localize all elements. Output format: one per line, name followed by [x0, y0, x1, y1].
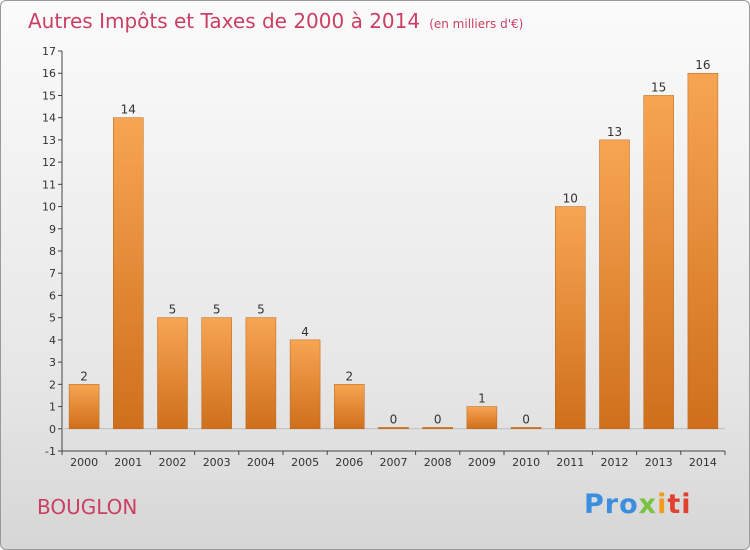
y-tick-label: 6	[49, 289, 56, 302]
data-label-2005: 4	[301, 325, 309, 339]
y-tick-label: 12	[42, 156, 56, 169]
city-name: BOUGLON	[37, 495, 138, 519]
logo-part-1: Pro	[584, 489, 639, 520]
y-tick-label: -1	[45, 445, 56, 458]
data-label-2010: 0	[522, 412, 530, 426]
x-tick-label: 2007	[380, 456, 408, 469]
x-tick-label: 2013	[645, 456, 673, 469]
bar-2014	[687, 72, 719, 430]
y-tick-label: 10	[42, 201, 56, 214]
y-tick-label: 2	[49, 378, 56, 391]
chart-title-text: Autres Impôts et Taxes de 2000 à 2014	[28, 9, 421, 33]
y-tick-label: 4	[49, 334, 56, 347]
bars	[68, 72, 719, 430]
y-tick-label: 7	[49, 267, 56, 280]
data-label-2009: 1	[478, 392, 486, 406]
bar-2001	[113, 117, 144, 430]
proxiti-logo: Proxiti	[584, 489, 692, 520]
chart-title: Autres Impôts et Taxes de 2000 à 2014 (e…	[28, 9, 523, 33]
bar-2012	[599, 139, 630, 430]
data-label-2001: 14	[121, 103, 136, 117]
data-label-2013: 15	[651, 80, 666, 94]
x-tick-label: 2004	[247, 456, 275, 469]
y-tick-label: 0	[49, 423, 56, 436]
x-tick-label: 2011	[556, 456, 584, 469]
x-tick-label: 2010	[512, 456, 540, 469]
bar-2013	[643, 95, 674, 430]
x-tick-label: 2003	[203, 456, 231, 469]
y-tick-label: 5	[49, 312, 56, 325]
data-label-2008: 0	[434, 412, 442, 426]
data-label-2014: 16	[695, 58, 710, 72]
bar-2006	[334, 384, 365, 430]
x-tick-label: 2006	[335, 456, 363, 469]
x-tick-label: 2008	[424, 456, 452, 469]
y-tick-label: 16	[42, 67, 56, 80]
y-tick-label: 9	[49, 223, 56, 236]
y-tick-label: 14	[42, 112, 56, 125]
y-tick-label: 11	[42, 178, 56, 191]
x-tick-label: 2012	[601, 456, 629, 469]
logo-part-4: ti	[667, 489, 692, 520]
bar-2003	[201, 317, 232, 430]
chart-unit-label: (en milliers d'€)	[429, 17, 524, 31]
data-label-2002: 5	[169, 303, 177, 317]
bar-2004	[245, 317, 277, 430]
x-tick-label: 2014	[689, 456, 717, 469]
y-tick-label: 3	[49, 356, 56, 369]
y-tick-label: 15	[42, 89, 56, 102]
data-label-2000: 2	[80, 369, 88, 383]
data-label-2003: 5	[213, 303, 221, 317]
bar-2011	[555, 206, 586, 430]
bar-2009	[466, 406, 498, 430]
x-tick-label: 2005	[291, 456, 319, 469]
y-tick-label: 17	[42, 45, 56, 58]
x-tick-label: 2001	[114, 456, 142, 469]
logo-part-3: i	[657, 489, 668, 520]
bar-2008	[422, 427, 453, 430]
bar-2007	[378, 427, 409, 430]
bar-2002	[157, 317, 188, 430]
data-label-2006: 2	[345, 369, 353, 383]
data-label-2012: 13	[607, 125, 622, 139]
data-label-2011: 10	[563, 192, 578, 206]
bar-2000	[68, 384, 100, 430]
bar-2005	[289, 339, 321, 430]
y-tick-label: 8	[49, 245, 56, 258]
data-label-2004: 5	[257, 303, 265, 317]
y-tick-label: 13	[42, 134, 56, 147]
x-tick-label: 2009	[468, 456, 496, 469]
logo-part-2: x	[638, 489, 658, 520]
bar-2010	[510, 427, 542, 430]
y-tick-label: 1	[49, 401, 56, 414]
x-tick-label: 2002	[159, 456, 187, 469]
x-tick-label: 2000	[70, 456, 98, 469]
data-label-2007: 0	[390, 412, 398, 426]
